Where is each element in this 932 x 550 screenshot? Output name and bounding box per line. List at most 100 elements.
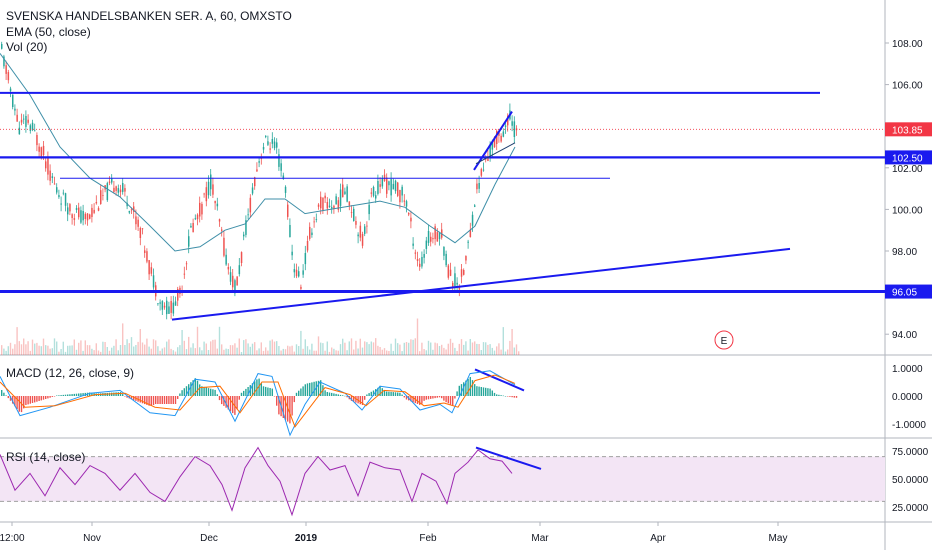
macd-histogram-bar [144,396,146,405]
candle-body [289,225,291,238]
earnings-marker-label: E [721,336,728,347]
volume-bar [31,339,34,355]
volume-bar [185,349,188,355]
volume-bar [135,345,137,355]
volume-bar [159,350,161,355]
candle-body [91,207,93,217]
macd-histogram-bar [276,396,278,406]
volume-bar [320,342,322,355]
macd-histogram-bar [496,394,498,396]
volume-bar [504,351,507,355]
macd-histogram-bar [177,396,179,399]
volume-bar [106,347,108,355]
volume-bar [397,343,399,355]
macd-histogram-bar [227,396,229,410]
candle-body [161,301,164,310]
volume-bar [203,341,205,355]
trendline-rsi-divergence[interactable] [475,446,542,470]
macd-histogram-bar [331,392,333,396]
macd-histogram-bar [509,396,511,397]
candle-body [348,201,351,206]
macd-histogram-bar [201,386,203,396]
volume-bar [207,350,210,355]
macd-histogram-bar [416,396,419,404]
candle-body [150,267,153,274]
macd-histogram-bar [183,388,185,396]
macd-histogram-bar [300,388,302,396]
candle-body [84,213,87,219]
candle-body [177,289,179,301]
volume-bar [293,351,295,355]
volume-bar [119,345,122,355]
macd-histogram-bar [214,389,216,396]
volume-bar [14,344,16,355]
candle-body [49,170,51,181]
candle-body [502,131,505,137]
volume-bar [12,348,14,355]
candle-body [265,135,267,137]
macd-histogram-bar [29,396,31,404]
earnings-marker[interactable] [714,330,734,350]
macd-histogram-bar [377,387,379,396]
macd-histogram-bar [157,396,159,404]
volume-bar [113,345,115,355]
candle-body [168,306,170,314]
candle-body [331,207,333,209]
candle-body [251,187,254,194]
candle-body [379,184,381,187]
volume-bar [443,347,445,355]
macd-histogram-bar [293,396,295,403]
macd-histogram-bar [45,396,47,399]
macd-histogram-bar [284,396,287,420]
volume-bar [130,337,133,355]
candle-body [364,226,366,234]
volume-bar [146,338,148,355]
ema-line [0,53,516,252]
macd-histogram-bar [243,390,245,396]
price-tick-label: 98.00 [892,247,917,258]
macd-histogram-bar [247,387,249,396]
macd-histogram-bar [163,396,166,404]
candle-body [361,234,364,246]
macd-histogram-bar [232,396,234,414]
candle-body [75,208,78,210]
time-tick-label: Mar [531,533,549,544]
candle-body [23,118,25,120]
candle-body [498,132,500,136]
macd-histogram-bar [181,390,183,396]
volume-bar [401,351,403,355]
candle-body [298,271,300,277]
candle-body [236,276,238,286]
volume-bar [91,348,93,355]
volume-bar [218,326,221,355]
level-tag-96-05: 96.05 [892,288,917,299]
trendline-macd-divergence[interactable] [474,368,525,392]
volume-bar [280,350,282,355]
trendline-channel-breakout[interactable] [473,111,513,171]
volume-bar [223,349,225,355]
macd-histogram-bar [190,382,192,396]
trendline-rising-support[interactable] [171,247,791,321]
macd-histogram-bar [441,396,443,399]
candle-body [458,286,461,290]
candle-body [20,119,23,123]
volume-bar [485,342,487,355]
macd-histogram-bar [324,390,326,396]
volume-bar [421,342,423,355]
volume-bar [335,350,337,355]
candle-body [80,210,82,223]
macd-histogram-bar [390,391,392,396]
macd-histogram-bar [405,396,408,400]
volume-bar [100,351,102,355]
candle-body [372,187,375,196]
macd-histogram-bar [207,388,210,396]
volume-bar [111,347,113,355]
macd-histogram-bar [379,386,381,396]
volume-bar [474,341,476,355]
candle-body [487,156,489,161]
candle-body [324,195,326,199]
volume-bar [141,342,144,355]
volume-bar [9,342,12,355]
candle-body [117,188,120,193]
